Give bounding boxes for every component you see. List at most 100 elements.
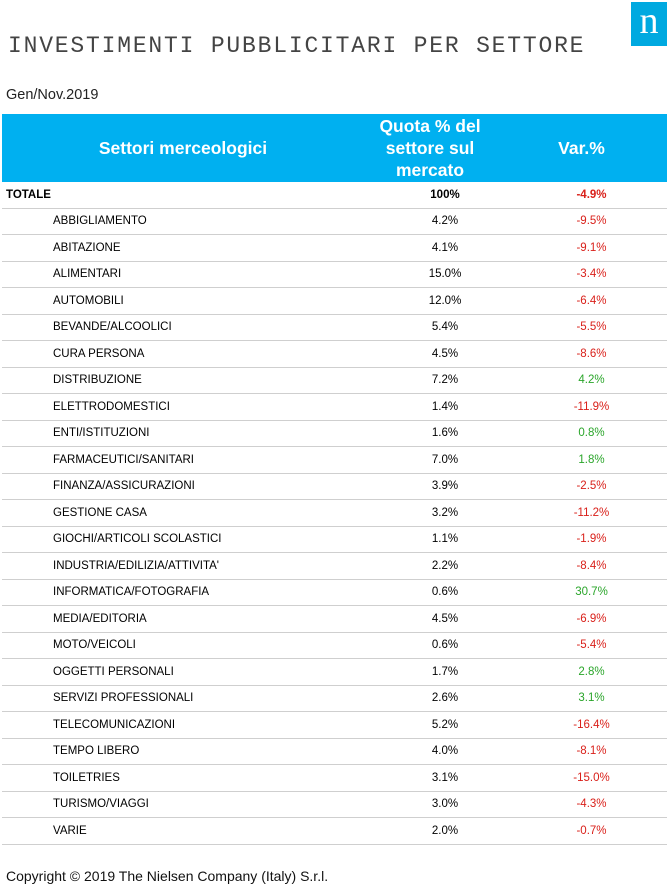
- copyright-notice: Copyright © 2019 The Nielsen Company (It…: [6, 868, 329, 884]
- table-row: VARIE 2.0% -0.7%: [2, 817, 667, 845]
- sector-share: 5.4%: [364, 314, 496, 341]
- sector-share: 7.0%: [364, 446, 496, 474]
- sector-variation: -6.4%: [496, 287, 667, 315]
- sector-name: ABITAZIONE: [2, 234, 364, 262]
- sector-share: 12.0%: [364, 287, 496, 315]
- sector-share: 1.1%: [364, 526, 496, 553]
- column-header-sector: Settori merceologici: [2, 114, 364, 182]
- sector-name: GIOCHI/ARTICOLI SCOLASTICI: [2, 526, 364, 553]
- table-row: TOILETRIES 3.1% -15.0%: [2, 764, 667, 792]
- sector-name: VARIE: [2, 817, 364, 845]
- sector-share: 3.0%: [364, 791, 496, 818]
- sector-share: 0.6%: [364, 632, 496, 659]
- sector-share: 3.9%: [364, 473, 496, 500]
- sector-variation: -16.4%: [496, 711, 667, 739]
- table-row: ENTI/ISTITUZIONI 1.6% 0.8%: [2, 420, 667, 447]
- table-row: INFORMATICA/FOTOGRAFIA 0.6% 30.7%: [2, 579, 667, 606]
- sector-variation: -8.4%: [496, 552, 667, 580]
- sector-name: SERVIZI PROFESSIONALI: [2, 685, 364, 712]
- sector-name: TOTALE: [2, 182, 364, 209]
- sector-variation: -1.9%: [496, 526, 667, 553]
- table-row: GESTIONE CASA 3.2% -11.2%: [2, 499, 667, 527]
- sector-share: 4.5%: [364, 340, 496, 368]
- sector-share: 3.2%: [364, 499, 496, 527]
- sector-name: ALIMENTARI: [2, 261, 364, 288]
- sector-variation: -8.6%: [496, 340, 667, 368]
- period-label: Gen/Nov.2019: [6, 87, 99, 103]
- sector-name: GESTIONE CASA: [2, 499, 364, 527]
- table-row: ABITAZIONE 4.1% -9.1%: [2, 234, 667, 262]
- sector-name: TURISMO/VIAGGI: [2, 791, 364, 818]
- sector-name: INFORMATICA/FOTOGRAFIA: [2, 579, 364, 606]
- sector-variation: -6.9%: [496, 605, 667, 633]
- sector-share: 2.6%: [364, 685, 496, 712]
- sector-share: 100%: [364, 182, 496, 209]
- sector-share: 1.7%: [364, 658, 496, 686]
- sector-name: OGGETTI PERSONALI: [2, 658, 364, 686]
- sector-name: AUTOMOBILI: [2, 287, 364, 315]
- sector-share: 3.1%: [364, 764, 496, 792]
- sector-variation: -5.4%: [496, 632, 667, 659]
- sector-name: ABBIGLIAMENTO: [2, 208, 364, 235]
- sector-variation: -15.0%: [496, 764, 667, 792]
- sector-variation: 30.7%: [496, 579, 667, 606]
- sector-variation: -3.4%: [496, 261, 667, 288]
- sector-table: Settori merceologici Quota % del settore…: [2, 114, 667, 845]
- sector-share: 7.2%: [364, 367, 496, 394]
- sector-share: 0.6%: [364, 579, 496, 606]
- sector-name: TEMPO LIBERO: [2, 738, 364, 765]
- table-row: DISTRIBUZIONE 7.2% 4.2%: [2, 367, 667, 394]
- sector-variation: -0.7%: [496, 817, 667, 845]
- sector-variation: -4.3%: [496, 791, 667, 818]
- table-body: TOTALE 100% -4.9% ABBIGLIAMENTO 4.2% -9.5%…: [2, 182, 667, 845]
- table-row-total: TOTALE 100% -4.9%: [2, 182, 667, 209]
- table-row: SERVIZI PROFESSIONALI 2.6% 3.1%: [2, 685, 667, 712]
- nielsen-logo: n: [631, 2, 667, 46]
- sector-share: 1.4%: [364, 393, 496, 421]
- table-row: OGGETTI PERSONALI 1.7% 2.8%: [2, 658, 667, 686]
- sector-variation: 3.1%: [496, 685, 667, 712]
- sector-table-container: Settori merceologici Quota % del settore…: [2, 114, 667, 845]
- table-row: MOTO/VEICOLI 0.6% -5.4%: [2, 632, 667, 659]
- table-row: ALIMENTARI 15.0% -3.4%: [2, 261, 667, 288]
- sector-share: 4.1%: [364, 234, 496, 262]
- sector-share: 4.2%: [364, 208, 496, 235]
- sector-variation: -8.1%: [496, 738, 667, 765]
- logo-letter: n: [639, 0, 659, 42]
- sector-name: FARMACEUTICI/SANITARI: [2, 446, 364, 474]
- table-row: FARMACEUTICI/SANITARI 7.0% 1.8%: [2, 446, 667, 474]
- sector-variation: 4.2%: [496, 367, 667, 394]
- sector-share: 2.0%: [364, 817, 496, 845]
- sector-share: 1.6%: [364, 420, 496, 447]
- sector-share: 15.0%: [364, 261, 496, 288]
- table-row: GIOCHI/ARTICOLI SCOLASTICI 1.1% -1.9%: [2, 526, 667, 553]
- table-row: TELECOMUNICAZIONI 5.2% -16.4%: [2, 711, 667, 739]
- table-row: TEMPO LIBERO 4.0% -8.1%: [2, 738, 667, 765]
- sector-name: ELETTRODOMESTICI: [2, 393, 364, 421]
- table-header-row: Settori merceologici Quota % del settore…: [2, 114, 667, 182]
- sector-variation: -4.9%: [496, 182, 667, 209]
- table-row: AUTOMOBILI 12.0% -6.4%: [2, 287, 667, 315]
- sector-variation: -9.1%: [496, 234, 667, 262]
- table-row: CURA PERSONA 4.5% -8.6%: [2, 340, 667, 368]
- sector-variation: -5.5%: [496, 314, 667, 341]
- table-row: ABBIGLIAMENTO 4.2% -9.5%: [2, 208, 667, 235]
- sector-variation: -2.5%: [496, 473, 667, 500]
- sector-name: TOILETRIES: [2, 764, 364, 792]
- sector-name: BEVANDE/ALCOOLICI: [2, 314, 364, 341]
- sector-name: CURA PERSONA: [2, 340, 364, 368]
- column-header-share: Quota % del settore sul mercato: [364, 114, 496, 182]
- sector-name: DISTRIBUZIONE: [2, 367, 364, 394]
- sector-variation: 2.8%: [496, 658, 667, 686]
- sector-name: FINANZA/ASSICURAZIONI: [2, 473, 364, 500]
- table-row: MEDIA/EDITORIA 4.5% -6.9%: [2, 605, 667, 633]
- page-title: INVESTIMENTI PUBBLICITARI PER SETTORE: [8, 33, 586, 59]
- sector-name: TELECOMUNICAZIONI: [2, 711, 364, 739]
- table-row: ELETTRODOMESTICI 1.4% -11.9%: [2, 393, 667, 421]
- sector-name: INDUSTRIA/EDILIZIA/ATTIVITA': [2, 552, 364, 580]
- sector-variation: -11.2%: [496, 499, 667, 527]
- table-row: INDUSTRIA/EDILIZIA/ATTIVITA' 2.2% -8.4%: [2, 552, 667, 580]
- sector-variation: 0.8%: [496, 420, 667, 447]
- sector-name: MEDIA/EDITORIA: [2, 605, 364, 633]
- sector-share: 4.5%: [364, 605, 496, 633]
